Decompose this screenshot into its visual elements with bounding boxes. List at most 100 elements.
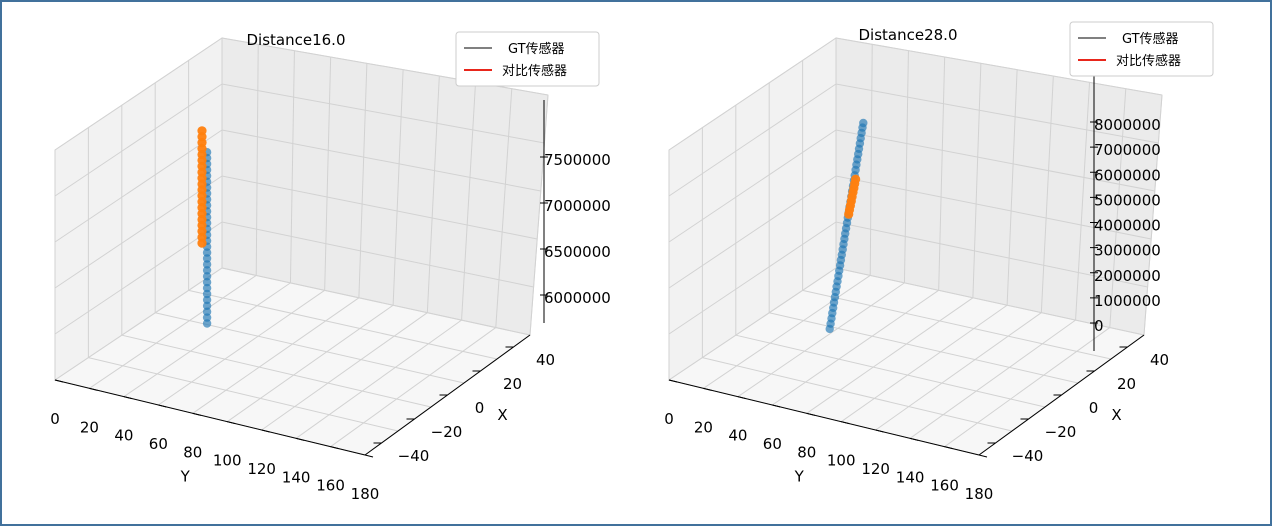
data-point xyxy=(202,307,212,316)
chart-panel-2: 0 20 40 60 80 100 120 140 160 180Y−40−2002040X010… xyxy=(664,21,1214,503)
y-tick-label: 60 xyxy=(763,435,782,453)
y-tick-label: 0 xyxy=(664,410,674,428)
y-tick xyxy=(54,379,64,383)
series-comparison xyxy=(197,126,207,248)
x-axis-label: X xyxy=(1111,406,1121,424)
back-grid-vertical xyxy=(1040,75,1054,313)
y-tick-label: 180 xyxy=(965,485,994,503)
floor-grid-x xyxy=(188,289,498,360)
data-point xyxy=(202,260,212,269)
floor-grid-y xyxy=(737,282,905,398)
x-tick-label: −40 xyxy=(398,447,430,465)
y-tick-label: 60 xyxy=(149,435,168,453)
z-tick-label: 7000000 xyxy=(1094,141,1161,159)
floor-grid-y xyxy=(772,289,939,406)
legend-box xyxy=(1069,21,1214,77)
data-point xyxy=(202,283,212,293)
floor-grid-y xyxy=(703,275,871,389)
horizontal-grid xyxy=(668,83,1159,197)
z-tick-label: 1000000 xyxy=(1094,292,1161,310)
back-grid-vertical xyxy=(426,75,440,313)
legend-gt-label: GT传感器 xyxy=(508,41,565,57)
floor-grid-y xyxy=(226,304,394,423)
y-tick-label: 40 xyxy=(114,427,133,445)
x-tick-label: 20 xyxy=(1117,375,1136,393)
floor-grid-y xyxy=(909,319,1076,439)
y-tick-label: 80 xyxy=(183,443,202,461)
data-point xyxy=(851,174,861,184)
data-point xyxy=(859,118,868,128)
legend-comparison-label: 对比传感器 xyxy=(502,63,567,79)
y-tick xyxy=(806,412,815,416)
data-point xyxy=(202,278,212,287)
z-tick-label: 0 xyxy=(1094,317,1104,335)
y-tick xyxy=(737,396,747,400)
y-tick-label: 0 xyxy=(50,410,60,428)
chart-title: Distance28.0 xyxy=(859,26,958,44)
floor-grid-x xyxy=(88,357,399,432)
data-point xyxy=(202,295,212,305)
back-grid-vertical xyxy=(869,44,873,276)
z-tick-label: 4000000 xyxy=(1094,217,1161,235)
z-tick-label: 6500000 xyxy=(544,243,611,261)
y-tick-label: 160 xyxy=(316,477,345,495)
data-point xyxy=(202,289,212,299)
horizontal-grid xyxy=(668,175,1152,289)
y-tick xyxy=(89,387,98,391)
x-tick-label: −20 xyxy=(431,423,463,441)
y-tick xyxy=(944,446,953,450)
data-point xyxy=(202,313,212,322)
back-grid-vertical xyxy=(358,63,368,298)
x-tick-label: 40 xyxy=(1150,351,1169,369)
floor-grid-y xyxy=(944,327,1111,448)
floor-grid-y xyxy=(54,267,223,381)
floor-grid-y xyxy=(192,297,360,414)
z-tick-label: 5000000 xyxy=(1094,191,1161,209)
y-tick-label: 100 xyxy=(213,452,242,470)
horizontal-grid xyxy=(668,221,1148,335)
y-tick-label: 20 xyxy=(80,418,99,436)
back-grid-vertical xyxy=(1075,82,1091,321)
z-tick-label: 2000000 xyxy=(1094,267,1161,285)
back-grid-vertical xyxy=(1006,69,1018,306)
data-point xyxy=(202,266,212,275)
back-grid-vertical xyxy=(1109,88,1127,328)
back-grid-vertical xyxy=(938,56,946,291)
series-comparison xyxy=(844,174,861,219)
back-grid-vertical xyxy=(1143,94,1163,336)
back-grid-vertical xyxy=(461,82,477,321)
y-tick xyxy=(227,421,236,425)
floor-grid-x xyxy=(121,334,432,408)
x-tick-label: 40 xyxy=(536,351,555,369)
x-tick-label: 0 xyxy=(1089,399,1099,417)
y-tick-label: 80 xyxy=(797,443,816,461)
floor-grid-y xyxy=(295,319,462,439)
floor-grid-y xyxy=(330,327,497,448)
y-axis-label: Y xyxy=(794,468,805,486)
legend-box xyxy=(455,31,600,87)
data-point xyxy=(202,272,212,281)
y-tick xyxy=(841,421,850,425)
horizontal-grid xyxy=(668,37,1163,151)
floor-grid-y xyxy=(158,289,325,406)
back-grid-vertical xyxy=(392,69,404,306)
y-tick xyxy=(330,446,339,450)
y-tick-label: 20 xyxy=(694,418,713,436)
y-tick xyxy=(295,437,305,441)
horizontal-grid xyxy=(668,129,1155,243)
y-tick xyxy=(909,437,919,441)
floor-grid-y xyxy=(89,275,257,389)
y-tick-label: 140 xyxy=(896,468,925,486)
floor-grid-y xyxy=(261,312,428,431)
y-tick-label: 120 xyxy=(247,460,276,478)
horizontal-grid xyxy=(54,221,534,335)
y-tick xyxy=(123,396,133,400)
x-tick-label: −40 xyxy=(1012,447,1044,465)
y-tick-label: 140 xyxy=(282,468,311,486)
floor-grid-x xyxy=(735,334,1046,408)
y-tick xyxy=(875,429,884,433)
back-grid-vertical xyxy=(324,56,332,291)
back-grid-vertical xyxy=(529,94,549,336)
